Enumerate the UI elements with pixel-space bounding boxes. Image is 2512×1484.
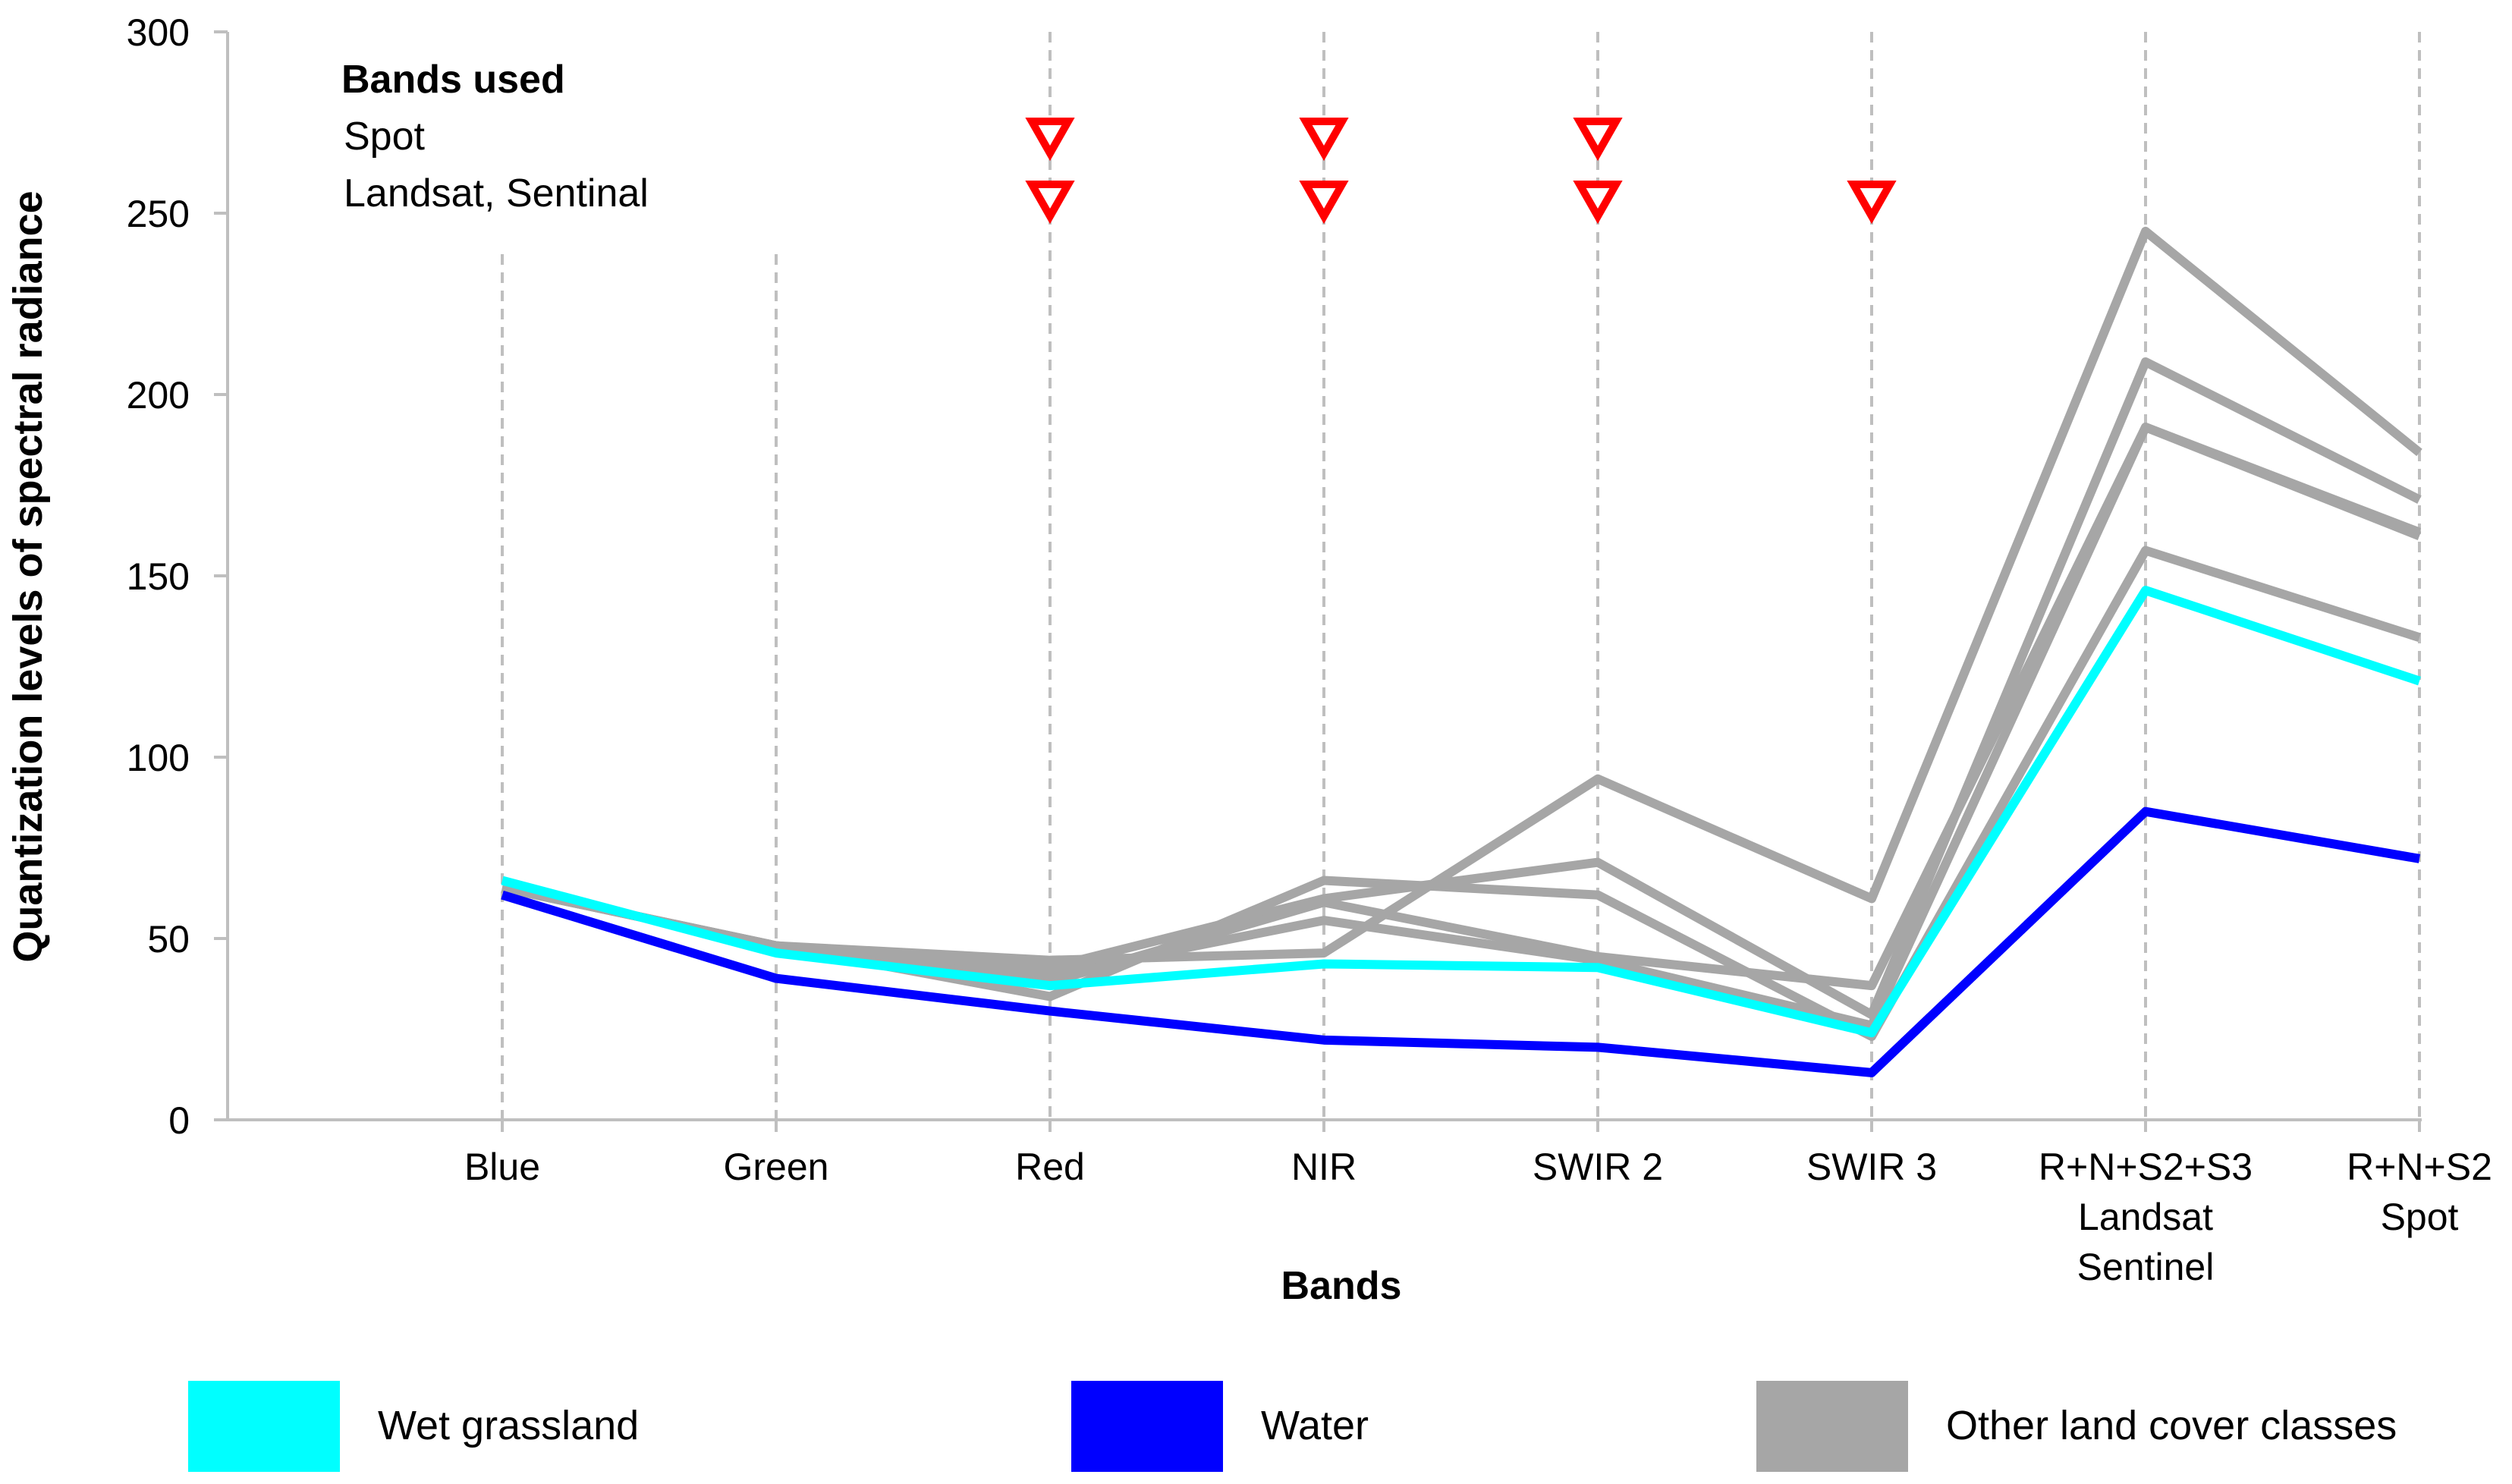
x-axis-tick-labels: Blue Green Red NIR SWIR 2 SWIR 3 R+N+S2+S3 Land… xyxy=(464,1120,2492,1288)
x-tick-label: R+N+S2 xyxy=(2347,1146,2492,1188)
y-tick-label: 200 xyxy=(127,374,190,417)
series-line xyxy=(501,806,2421,1077)
x-tick-label: Red xyxy=(1015,1146,1085,1188)
x-tick-label: SWIR 2 xyxy=(1533,1146,1663,1188)
x-tick-label: SWIR 3 xyxy=(1806,1146,1937,1188)
legend-label: Other land cover classes xyxy=(1946,1403,2397,1448)
band-markers xyxy=(1025,118,1897,225)
y-tick-label: 100 xyxy=(127,737,190,779)
bands-used-annotation: Bands used Spot Landsat, Sentinal xyxy=(341,58,649,215)
down-triangle-icon xyxy=(1299,118,1349,162)
series-line xyxy=(501,586,2421,1038)
down-triangle-icon xyxy=(1025,118,1075,162)
legend-swatch xyxy=(1756,1381,1908,1472)
legend-label: Wet grassland xyxy=(378,1403,639,1448)
y-tick-label: 150 xyxy=(127,555,190,598)
y-tick-label: 250 xyxy=(127,193,190,235)
series-line xyxy=(501,423,2422,1030)
legend-label: Water xyxy=(1261,1403,1369,1448)
bands-used-spot-label: Spot xyxy=(344,115,426,159)
down-triangle-icon xyxy=(1299,181,1349,225)
y-tick-label: 0 xyxy=(168,1099,190,1142)
x-tick-label: NIR xyxy=(1291,1146,1357,1188)
x-tick-label: Landsat xyxy=(2078,1196,2213,1238)
series-line xyxy=(501,226,2422,965)
y-tick-label: 300 xyxy=(127,11,190,54)
data-series xyxy=(501,226,2422,1077)
y-tick-label: 50 xyxy=(147,918,190,961)
x-tick-label: Sentinel xyxy=(2077,1246,2215,1288)
down-triangle-icon xyxy=(1025,181,1075,225)
bands-used-landsat-label: Landsat, Sentinal xyxy=(344,171,649,215)
down-triangle-icon xyxy=(1573,181,1623,225)
series-line xyxy=(501,423,2422,991)
legend: Wet grassland Water Other land cover class… xyxy=(188,1381,2397,1472)
legend-swatch xyxy=(1071,1381,1223,1472)
x-tick-label: Blue xyxy=(464,1146,540,1188)
x-tick-label: R+N+S2+S3 xyxy=(2039,1146,2253,1188)
legend-swatch xyxy=(188,1381,340,1472)
x-tick-label: Spot xyxy=(2381,1196,2459,1238)
x-tick-label: Green xyxy=(724,1146,829,1188)
y-axis-ticks: 0 50 100 150 200 250 300 xyxy=(127,11,228,1142)
y-axis-label: Quantization levels of spectral radiance xyxy=(5,190,51,962)
down-triangle-icon xyxy=(1847,181,1897,225)
bands-used-title: Bands used xyxy=(341,58,565,102)
down-triangle-icon xyxy=(1573,118,1623,162)
x-axis-label: Bands xyxy=(1281,1264,1402,1308)
